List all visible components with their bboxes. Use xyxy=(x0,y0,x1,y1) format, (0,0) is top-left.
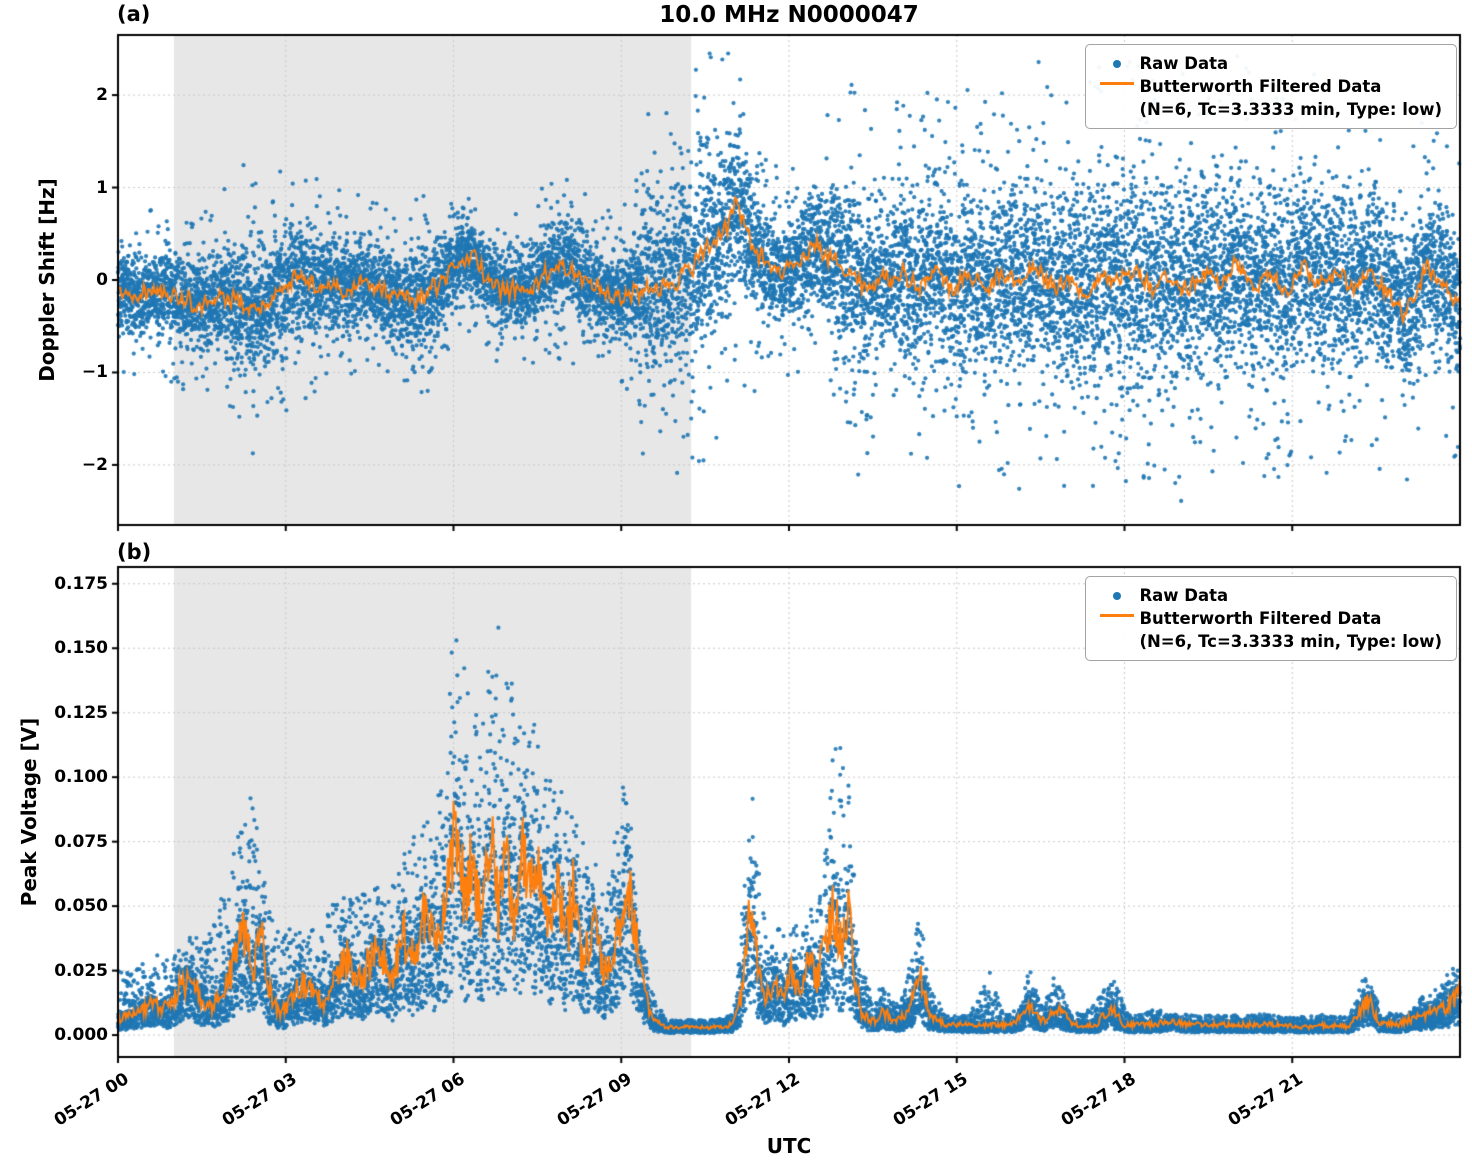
y-axis-label-doppler: Doppler Shift [Hz] xyxy=(35,178,59,382)
filtered-line-marker-icon xyxy=(1095,75,1139,86)
y-tick-label: 0.100 xyxy=(54,767,108,788)
y-tick-label: 1 xyxy=(96,177,108,198)
legend-entry-raw: Raw Data xyxy=(1095,52,1442,75)
raw-data-marker-icon xyxy=(1095,59,1139,68)
legend-raw-label: Raw Data xyxy=(1139,586,1229,605)
y-tick-label: 0.125 xyxy=(54,702,108,723)
legend-entry-filtered: Butterworth Filtered Data (N=6, Tc=3.333… xyxy=(1095,75,1442,121)
legend-filtered-line1: Butterworth Filtered Data xyxy=(1139,609,1382,629)
raw-data-marker-icon xyxy=(1095,591,1139,600)
y-tick-label: 0.075 xyxy=(54,831,108,852)
y-tick-label: 2 xyxy=(96,85,108,106)
legend-filtered-label: Butterworth Filtered Data (N=6, Tc=3.333… xyxy=(1139,75,1442,121)
y-tick-label: 0.175 xyxy=(54,573,108,594)
y-tick-label: 0 xyxy=(96,270,108,290)
legend-filtered-line2: (N=6, Tc=3.3333 min, Type: low) xyxy=(1139,632,1442,652)
y-axis-label-voltage: Peak Voltage [V] xyxy=(17,717,41,907)
legend-filtered-label: Butterworth Filtered Data (N=6, Tc=3.333… xyxy=(1139,607,1442,653)
y-tick-label: −1 xyxy=(81,362,108,383)
legend-raw-label: Raw Data xyxy=(1139,54,1229,73)
legend-filtered-line1: Butterworth Filtered Data xyxy=(1139,77,1382,97)
panel-b-label: (b) xyxy=(117,540,152,564)
legend-panel-b: Raw Data Butterworth Filtered Data (N=6,… xyxy=(1085,576,1457,662)
y-tick-label: 0.000 xyxy=(54,1025,108,1046)
y-tick-label: −2 xyxy=(81,454,108,475)
y-tick-label: 0.025 xyxy=(54,960,108,981)
legend-entry-raw: Raw Data xyxy=(1095,584,1442,607)
legend-panel-a: Raw Data Butterworth Filtered Data (N=6,… xyxy=(1085,44,1457,130)
legend-entry-filtered: Butterworth Filtered Data (N=6, Tc=3.333… xyxy=(1095,607,1442,653)
legend-filtered-line2: (N=6, Tc=3.3333 min, Type: low) xyxy=(1139,100,1442,120)
filtered-line-marker-icon xyxy=(1095,607,1139,618)
x-axis-label: UTC xyxy=(766,1134,812,1158)
y-tick-label: 0.050 xyxy=(54,896,108,917)
panel-a-label: (a) xyxy=(117,2,151,26)
chart-title: 10.0 MHz N0000047 xyxy=(659,2,919,28)
y-tick-label: 0.150 xyxy=(54,638,108,659)
